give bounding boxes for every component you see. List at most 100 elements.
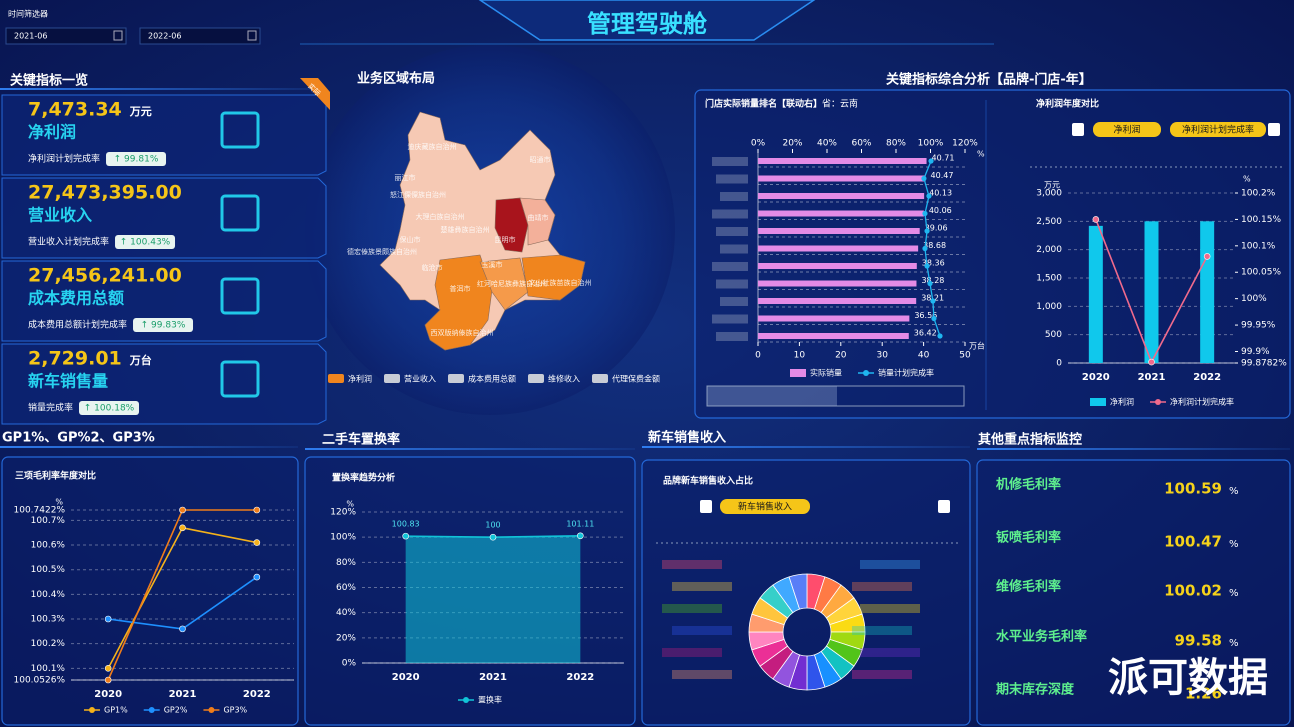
legend-swatch[interactable] [592, 374, 608, 383]
legend-label[interactable]: 置换率 [478, 695, 502, 705]
point [489, 533, 497, 541]
point [253, 539, 261, 546]
legend-swatch[interactable] [328, 374, 344, 383]
legend-label[interactable]: 维修收入 [548, 374, 580, 384]
y-tick-label: 100.7% [31, 516, 66, 526]
dropdown[interactable] [720, 499, 810, 514]
label-placeholder [662, 560, 722, 569]
badge [300, 78, 330, 110]
legend-marker[interactable] [863, 370, 869, 376]
dropdown[interactable] [1170, 122, 1266, 137]
x-tick-label: 0 [755, 351, 761, 361]
legend-marker[interactable] [148, 707, 155, 713]
bar [758, 245, 919, 252]
legend-swatch[interactable] [448, 374, 464, 383]
calendar-icon [247, 30, 257, 41]
zoom-handle[interactable] [707, 386, 837, 406]
y-tick-label: 20% [336, 633, 356, 643]
indicator-value: 99.58 [1175, 632, 1222, 650]
legend-label[interactable]: 销量计划完成率 [878, 368, 934, 378]
data-label: 38.36 [922, 259, 945, 268]
kpi-rate: ↑ 99.83% [141, 321, 186, 331]
date-input[interactable] [5, 27, 127, 45]
kpi-name: 成本费用总额 [28, 289, 124, 308]
legend-marker[interactable] [208, 707, 215, 713]
legend-swatch[interactable] [1090, 398, 1106, 406]
next-button[interactable] [1268, 123, 1280, 136]
date-input[interactable] [139, 27, 261, 45]
prev-button[interactable] [1072, 123, 1084, 136]
legend-label[interactable]: 净利润 [1110, 397, 1134, 407]
panel-frame [1, 456, 299, 726]
dropdown[interactable] [1093, 122, 1161, 137]
map-region [479, 257, 529, 311]
legend-marker[interactable] [1155, 399, 1161, 405]
y-tick-label: 100.5% [31, 565, 66, 575]
legend-label[interactable]: GP2% [164, 706, 188, 715]
bar [758, 210, 924, 217]
zoom-slider[interactable] [706, 385, 965, 407]
point [927, 280, 933, 287]
y-tick-label: 500 [1045, 330, 1062, 340]
y2-tick-label: 100.15% [1241, 215, 1281, 225]
label-placeholder [860, 648, 920, 657]
y2-tick-label: 99.8782% [1241, 359, 1287, 369]
legend-marker[interactable] [89, 707, 95, 713]
section-line [642, 446, 970, 448]
y2-tick-label: 100.05% [1241, 268, 1281, 278]
kpi-icon [220, 277, 260, 315]
y-tick-label: 100.3% [31, 615, 66, 625]
legend-label[interactable]: 实际销量 [810, 368, 842, 378]
category-placeholder [712, 314, 748, 324]
x-tick-label: 20 [835, 351, 847, 361]
y2-tick-label: 99.95% [1241, 321, 1276, 331]
legend-label[interactable]: GP1% [104, 706, 128, 715]
legend-label[interactable]: 营业收入 [404, 374, 436, 384]
chart-title: 门店实际销量排名【联动右】 [705, 98, 822, 110]
legend-swatch[interactable] [384, 374, 400, 383]
indicator-value: 1.26 [1185, 685, 1222, 703]
region-label: 迪庆藏族自治州 [408, 142, 457, 151]
chart-title: 置换率趋势分析 [332, 472, 395, 484]
point [104, 676, 112, 684]
legend-swatch[interactable] [790, 369, 806, 377]
point [931, 315, 937, 322]
pie-slice[interactable] [788, 573, 808, 610]
legend-swatch[interactable] [528, 374, 544, 383]
y-tick-label: 1,500 [1036, 274, 1062, 284]
region-label: 昆明市 [495, 235, 516, 244]
rate-pill [106, 152, 167, 166]
legend-label[interactable]: 代理保费金额 [612, 374, 660, 384]
x-tick-label: 10 [794, 351, 806, 361]
bar [758, 228, 920, 234]
x2-tick-label: 60% [851, 139, 871, 149]
y-tick-label: 2,000 [1036, 245, 1062, 255]
x2-tick-label: 80% [886, 139, 906, 149]
category-placeholder [712, 157, 748, 166]
legend-label[interactable]: GP3% [223, 706, 247, 715]
legend-marker[interactable] [463, 697, 469, 703]
y-tick-label: 100.4% [31, 590, 66, 600]
dropdown-label: 新车销售收入 [738, 501, 792, 513]
region-label: 临沧市 [422, 263, 443, 272]
legend-label[interactable]: 成本费用总额 [468, 374, 516, 384]
next-button[interactable] [938, 500, 950, 513]
kpi-card [1, 177, 327, 259]
x-tick-label: 2020 [392, 672, 420, 683]
prev-button[interactable] [700, 500, 712, 513]
section-title: 业务区域布局 [357, 71, 435, 87]
y2-unit: % [1243, 175, 1251, 184]
region-label: 大理白族自治州 [416, 212, 465, 221]
legend-label[interactable]: 净利润计划完成率 [1170, 397, 1234, 407]
y2-tick-label: 100% [1241, 294, 1267, 304]
x-unit: 万台 [969, 341, 985, 351]
kpi-value: 2,729.01 [28, 348, 122, 370]
section-line [0, 88, 320, 90]
bar [758, 158, 927, 164]
kpi-rate: ↑ 99.81% [114, 155, 159, 165]
start-date: 2021-06 [14, 32, 47, 41]
legend-label[interactable]: 净利润 [348, 374, 372, 384]
x2-tick-label: 0% [751, 139, 766, 149]
region-label: 红河哈尼族彝族自治州 [477, 279, 547, 288]
rate-pill [133, 318, 194, 332]
